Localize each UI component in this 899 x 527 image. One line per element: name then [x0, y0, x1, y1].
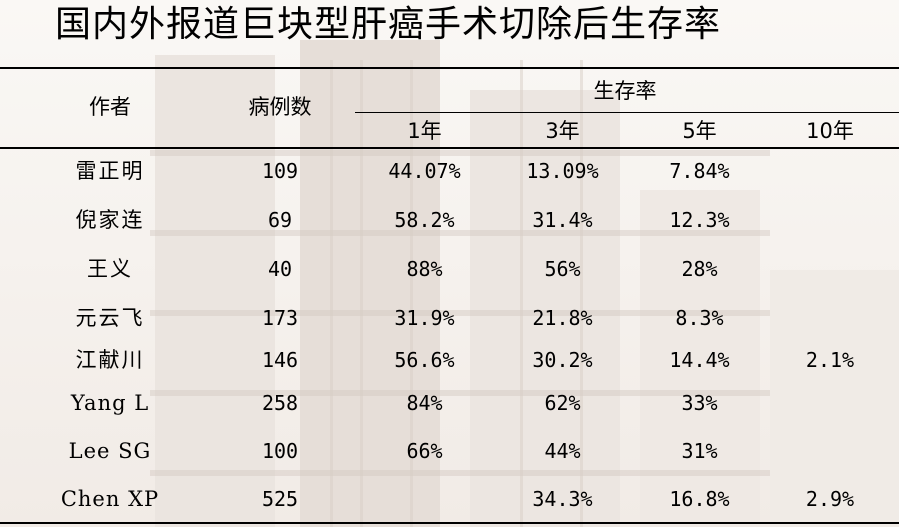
survival-header-rule — [355, 112, 899, 113]
header-year-3: 3年 — [545, 119, 580, 143]
header-author: 作者 — [89, 95, 131, 119]
row-survival-5y: 31% — [681, 439, 718, 463]
row-author: 倪家连 — [75, 208, 145, 232]
row-author: Yang L — [70, 391, 150, 415]
row-survival-10y — [765, 206, 895, 234]
row-survival-1y: 58.2% — [394, 208, 455, 232]
row-survival-10y — [765, 389, 895, 417]
table-top-rule — [0, 67, 899, 69]
row-survival-1y: 56.6% — [394, 348, 455, 372]
row-survival-10y — [765, 255, 895, 283]
row-survival-5y: 12.3% — [669, 208, 730, 232]
row-survival-10y: 2.9% — [805, 487, 855, 511]
row-author: Chen XP — [60, 487, 160, 511]
row-survival-1y — [357, 485, 492, 513]
row-survival-5y: 14.4% — [669, 348, 730, 372]
row-survival-1y: 66% — [406, 439, 443, 463]
row-survival-10y — [765, 157, 895, 185]
row-survival-5y: 33% — [681, 391, 718, 415]
row-survival-1y: 44.07% — [388, 159, 461, 183]
table-bottom-rule — [0, 522, 899, 524]
row-survival-10y: 2.1% — [805, 348, 855, 372]
row-cases: 173 — [261, 306, 299, 330]
row-cases: 258 — [261, 391, 299, 415]
row-cases: 40 — [267, 257, 293, 281]
row-author: 雷正明 — [75, 159, 145, 183]
row-cases: 109 — [261, 159, 299, 183]
row-survival-1y: 31.9% — [394, 306, 455, 330]
row-cases: 69 — [267, 208, 293, 232]
row-survival-3y: 44% — [544, 439, 581, 463]
row-author: 江献川 — [75, 348, 145, 372]
row-survival-5y: 16.8% — [669, 487, 730, 511]
table-header-rule — [0, 147, 899, 149]
row-survival-1y: 88% — [406, 257, 443, 281]
row-author: 王义 — [87, 257, 133, 281]
header-survival: 生存率 — [593, 79, 657, 103]
row-survival-3y: 30.2% — [532, 348, 593, 372]
header-year-10: 10年 — [806, 119, 854, 143]
row-author: 元云飞 — [75, 306, 145, 330]
row-survival-5y: 7.84% — [669, 159, 730, 183]
row-cases: 100 — [261, 439, 299, 463]
row-survival-3y: 31.4% — [532, 208, 593, 232]
row-survival-3y: 56% — [544, 257, 581, 281]
row-survival-5y: 8.3% — [675, 306, 724, 330]
row-survival-10y — [765, 304, 895, 332]
row-survival-5y: 28% — [681, 257, 718, 281]
row-cases: 525 — [261, 487, 299, 511]
row-survival-3y: 62% — [544, 391, 581, 415]
row-survival-3y: 21.8% — [532, 306, 593, 330]
row-survival-3y: 34.3% — [532, 487, 593, 511]
row-survival-3y: 13.09% — [526, 159, 599, 183]
row-author: Lee SG — [68, 439, 152, 463]
header-year-1: 1年 — [407, 119, 442, 143]
header-year-5: 5年 — [682, 119, 717, 143]
slide-title: 国内外报道巨块型肝癌手术切除后生存率 — [55, 4, 722, 45]
header-cases: 病例数 — [248, 95, 312, 119]
row-survival-1y: 84% — [406, 391, 443, 415]
row-survival-10y — [765, 437, 895, 465]
row-cases: 146 — [261, 348, 299, 372]
